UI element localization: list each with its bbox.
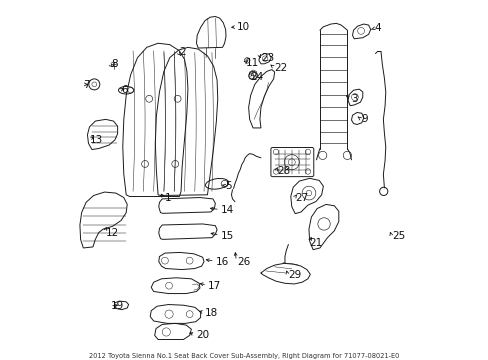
Text: 8: 8 xyxy=(111,59,117,69)
Text: 1: 1 xyxy=(164,193,171,203)
Text: 15: 15 xyxy=(220,231,233,241)
Text: 27: 27 xyxy=(295,193,308,203)
Text: 12: 12 xyxy=(105,228,119,238)
Text: 6: 6 xyxy=(121,85,127,95)
Text: 14: 14 xyxy=(220,205,233,215)
Text: 4: 4 xyxy=(374,23,381,33)
Text: 11: 11 xyxy=(245,58,258,68)
Text: 2: 2 xyxy=(179,48,185,58)
Text: 19: 19 xyxy=(111,301,124,311)
Text: 10: 10 xyxy=(237,22,249,32)
Text: 16: 16 xyxy=(215,257,228,267)
Text: 2012 Toyota Sienna No.1 Seat Back Cover Sub-Assembly, Right Diagram for 71077-08: 2012 Toyota Sienna No.1 Seat Back Cover … xyxy=(89,352,399,359)
Text: 17: 17 xyxy=(207,281,221,291)
Text: 18: 18 xyxy=(204,308,218,318)
Text: 23: 23 xyxy=(261,53,274,63)
Text: 3: 3 xyxy=(350,94,357,104)
Text: 29: 29 xyxy=(288,270,301,280)
Text: 5: 5 xyxy=(225,181,232,191)
Text: 22: 22 xyxy=(274,63,287,73)
Text: 28: 28 xyxy=(277,166,290,176)
Text: 20: 20 xyxy=(195,330,208,341)
Text: 9: 9 xyxy=(360,114,367,124)
Text: 13: 13 xyxy=(90,135,103,145)
Text: 24: 24 xyxy=(249,72,263,81)
Text: 7: 7 xyxy=(83,80,90,90)
Text: 26: 26 xyxy=(237,257,250,267)
Text: 25: 25 xyxy=(391,231,405,241)
Text: 21: 21 xyxy=(309,238,322,248)
